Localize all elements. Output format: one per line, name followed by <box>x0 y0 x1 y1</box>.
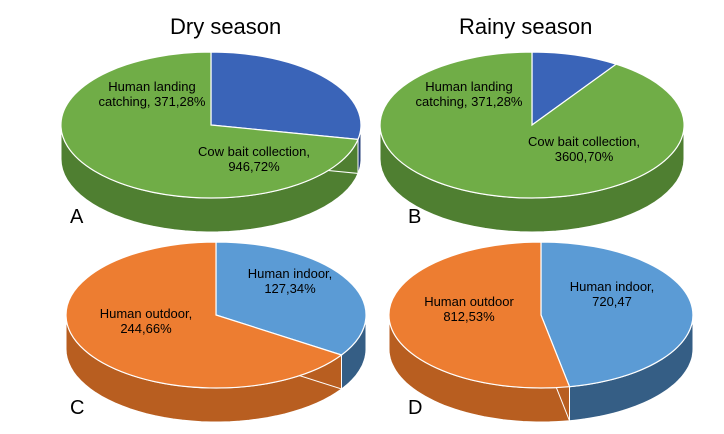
slice-label: Human landing catching, 371,28% <box>416 79 523 109</box>
slice-cow-bait-collection <box>379 51 685 199</box>
slice-label: Human outdoor, 244,66% <box>100 306 193 336</box>
slice-label: Human landing catching, 371,28% <box>99 79 206 109</box>
slice-human-outdoor <box>388 241 571 389</box>
slice-label: Human outdoor 812,53% <box>424 294 514 324</box>
rainy-season-title: Rainy season <box>459 14 593 39</box>
slice-label: Cow bait collection, 946,72% <box>198 144 310 174</box>
pie-chart-b: Human landing catching, 371,28%Cow bait c… <box>379 51 685 233</box>
slice-human-indoor <box>540 241 694 388</box>
slice-human-landing-catching <box>210 51 362 141</box>
slice-label: Human indoor, 720,47 <box>570 279 655 309</box>
pie-chart-a: Human landing catching, 371,28% Cow bait c… <box>60 51 362 233</box>
slice-human-landing-catching <box>531 51 618 127</box>
panel-letter-a: A <box>70 206 84 228</box>
slice-human-outdoor <box>65 241 343 389</box>
pie-chart-c: Human indoor, 127,34% Human outdoor, 244,66… <box>65 241 367 423</box>
slice-label: Cow bait collection, 3600,70% <box>528 134 640 164</box>
panel-letter-b: B <box>408 206 422 228</box>
dry-season-title: Dry season <box>170 14 282 39</box>
panel-letter-c: C <box>70 397 85 419</box>
pie-chart-d: Human indoor, 720,47 Human outdoor 812,53% <box>388 241 694 423</box>
slice-cow-bait-collection <box>60 51 359 199</box>
panel-letter-d: D <box>408 397 423 419</box>
slice-label: Human indoor, 127,34% <box>248 266 333 296</box>
